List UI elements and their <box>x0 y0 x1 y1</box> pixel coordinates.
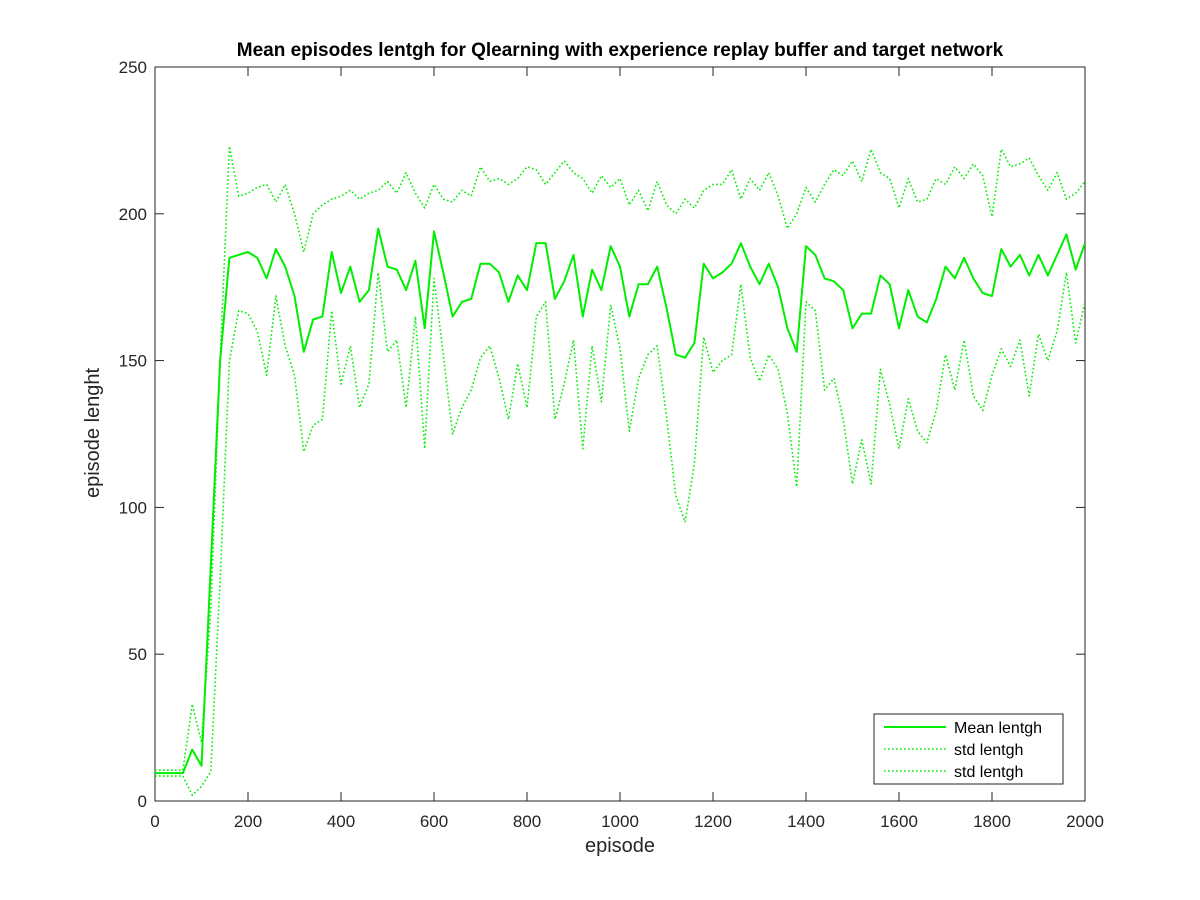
y-tick-label: 150 <box>119 352 147 371</box>
series-line-mean <box>155 227 1085 775</box>
x-tick-label: 200 <box>234 812 262 831</box>
x-tick-label: 1800 <box>973 812 1011 831</box>
y-tick-label: 200 <box>119 205 147 224</box>
plot-area: 0 200 400 600 800 1000 1200 1400 1600 1800 2000 0 50… <box>119 58 1104 831</box>
x-tick-label: 600 <box>420 812 448 831</box>
x-tick-label: 0 <box>150 812 159 831</box>
series-line-std-1 <box>155 145 1085 771</box>
y-axis-label: episode lenght <box>82 368 104 499</box>
legend-entry-label: std lentgh <box>954 764 1023 781</box>
y-tick-label: 50 <box>128 645 147 664</box>
x-tick-label: 1400 <box>787 812 825 831</box>
x-tick-label: 800 <box>513 812 541 831</box>
y-tick-label: 0 <box>138 792 147 811</box>
legend-entry-label: Mean lentgh <box>954 720 1042 737</box>
series-line-std-2 <box>155 271 1085 796</box>
x-tick-label: 1000 <box>601 812 639 831</box>
legend: Mean lentgh std lentgh std lentgh <box>873 713 1064 785</box>
chart-title: Mean episodes lentgh for Qlearning with … <box>237 40 1004 61</box>
y-tick-label: 250 <box>119 58 147 77</box>
legend-entry-label: std lentgh <box>954 742 1023 759</box>
x-axis-label: episode <box>585 835 655 857</box>
series-group <box>155 145 1085 796</box>
x-tick-label: 400 <box>327 812 355 831</box>
y-tick-label: 100 <box>119 498 147 517</box>
x-tick-label: 1200 <box>694 812 732 831</box>
x-tick-label: 1600 <box>880 812 918 831</box>
x-tick-label: 2000 <box>1066 812 1104 831</box>
